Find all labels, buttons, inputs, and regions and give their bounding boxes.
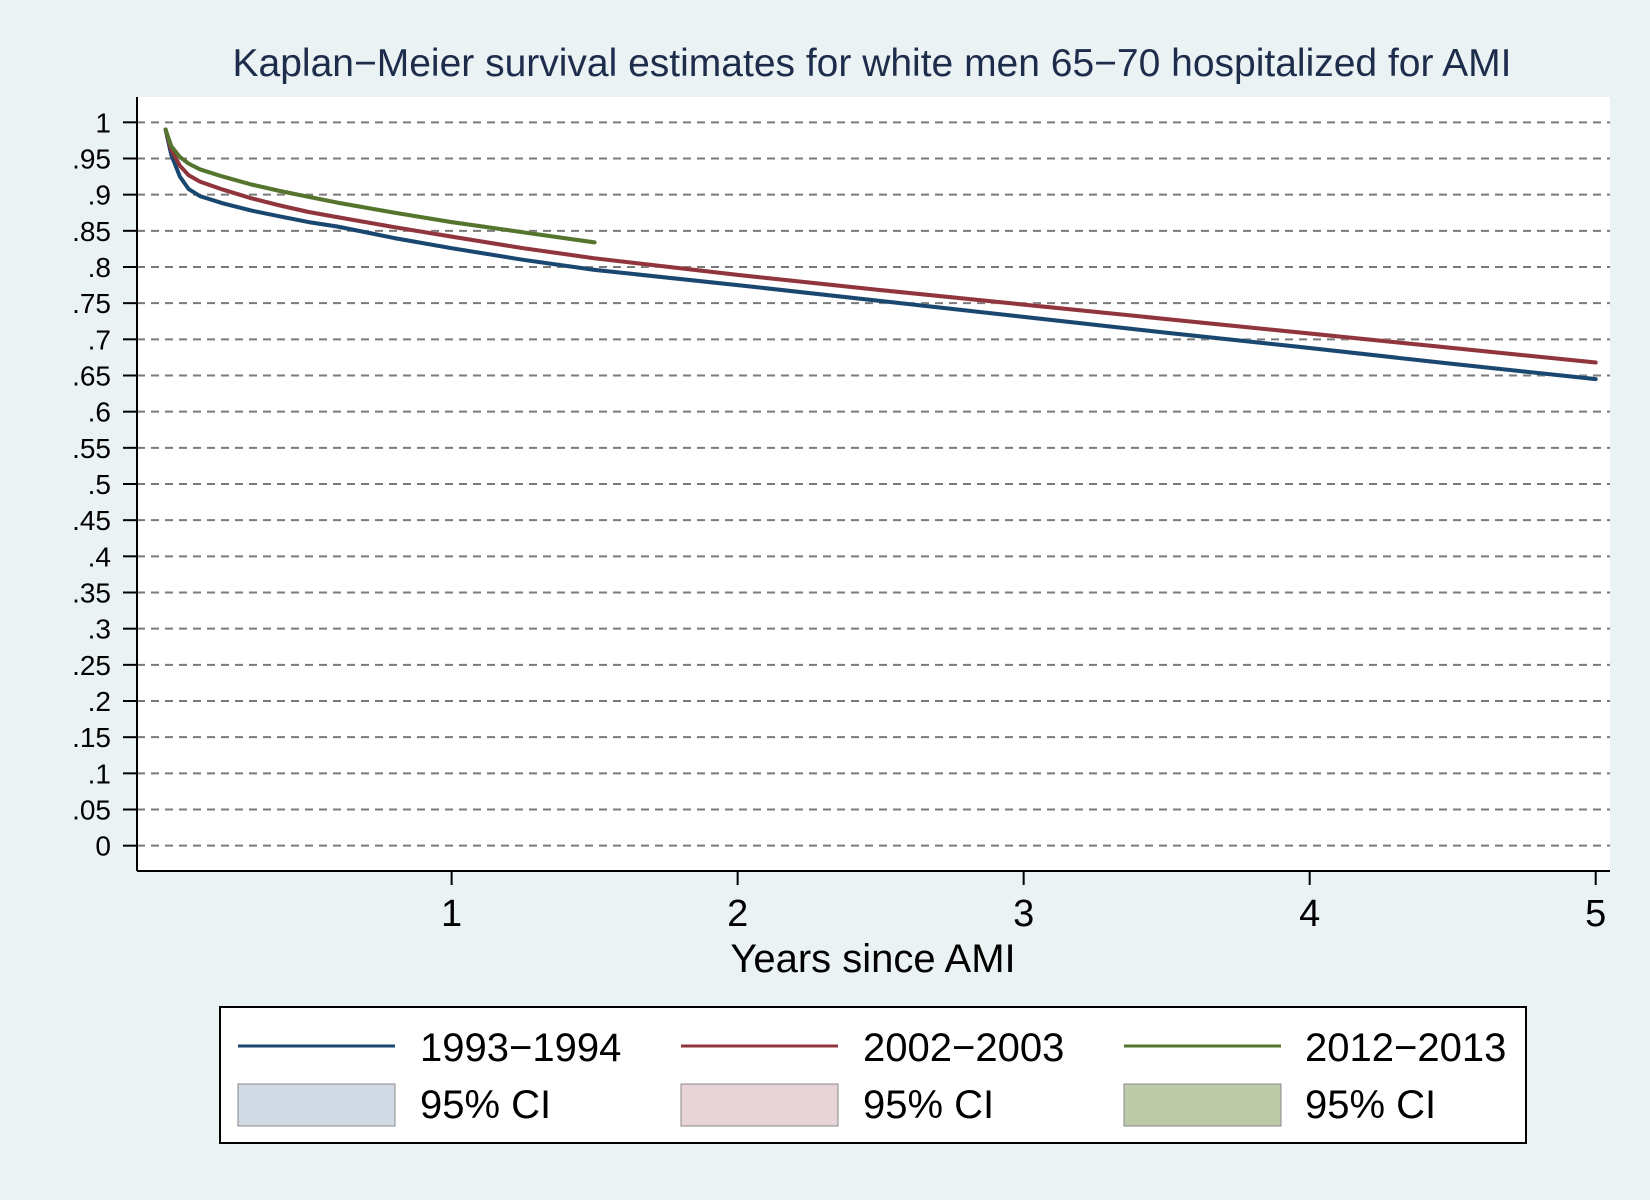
legend-series-label: 2012−2013 [1305, 1026, 1506, 1070]
series-line-3 [163, 127, 597, 245]
legend-ci-swatch [1123, 1083, 1282, 1127]
x-tick-label: 4 [1299, 893, 1320, 935]
x-axis-ticks: 1 2 3 4 5 [441, 871, 1606, 935]
x-tick-label: 1 [441, 893, 462, 935]
legend-ci-swatch [680, 1083, 839, 1127]
x-tick-label: 3 [1013, 893, 1034, 935]
y-tick-label: .25 [72, 650, 111, 681]
chart-title: Kaplan−Meier survival estimates for whit… [233, 42, 1512, 85]
y-tick-label: .7 [88, 324, 111, 355]
y-tick-label: .85 [72, 216, 111, 247]
y-tick-label: .1 [88, 758, 111, 789]
y-tick-label: .75 [72, 288, 111, 319]
series-line-2 [163, 127, 1598, 365]
x-axis-label: Years since AMI [730, 937, 1015, 981]
y-axis-ticks: 1 .95 .9 .85 .8 .75 .7 .65 .6 .55 .5 .45 .4 .35 .3 .25.… [72, 107, 137, 862]
y-tick-label: 0 [95, 831, 111, 862]
y-tick-label: .05 [72, 795, 111, 826]
y-tick-label: .4 [88, 541, 111, 572]
series-lines [163, 127, 1598, 382]
y-tick-label: .55 [72, 433, 111, 464]
legend-ci-swatch [237, 1083, 396, 1127]
y-tick-label: .45 [72, 505, 111, 536]
y-tick-label: .8 [88, 252, 111, 283]
series-line-1 [163, 127, 1598, 382]
legend: 1993−1994 95% CI 2002−2003 95% CI 2012−2013 9… [219, 1006, 1527, 1144]
y-tick-label: 1 [95, 107, 111, 138]
legend-series-label: 2002−2003 [863, 1026, 1064, 1070]
y-tick-label: .5 [88, 469, 111, 500]
y-tick-label: .65 [72, 360, 111, 391]
y-tick-label: .2 [88, 686, 111, 717]
y-tick-label: .95 [72, 143, 111, 174]
y-tick-label: .6 [88, 397, 111, 428]
x-tick-label: 5 [1585, 893, 1606, 935]
y-tick-label: .15 [72, 722, 111, 753]
legend-ci-label: 95% CI [1305, 1083, 1436, 1127]
grid-lines [137, 121, 1610, 847]
legend-ci-label: 95% CI [863, 1083, 994, 1127]
legend-series-label: 1993−1994 [420, 1026, 621, 1070]
legend-ci-label: 95% CI [420, 1083, 551, 1127]
y-tick-label: .35 [72, 578, 111, 609]
y-tick-label: .3 [88, 614, 111, 645]
legend-box [219, 1006, 1527, 1144]
y-tick-label: .9 [88, 180, 111, 211]
x-tick-label: 2 [727, 893, 748, 935]
